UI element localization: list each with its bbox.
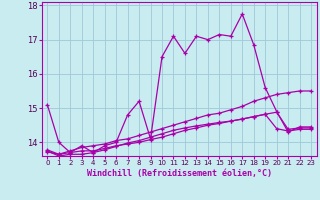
X-axis label: Windchill (Refroidissement éolien,°C): Windchill (Refroidissement éolien,°C) xyxy=(87,169,272,178)
